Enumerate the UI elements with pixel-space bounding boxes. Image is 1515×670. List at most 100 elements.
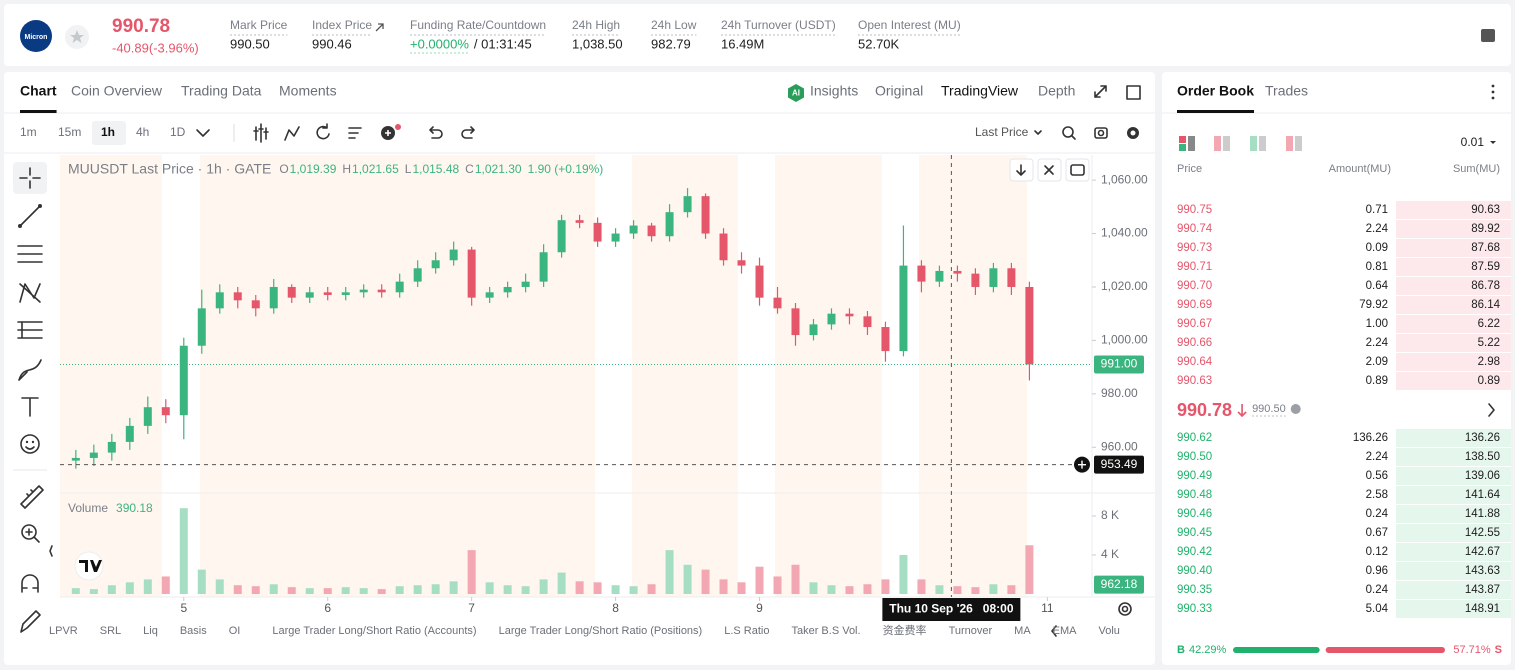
book-price[interactable]: 990.50: [1177, 451, 1212, 463]
indicator-tab[interactable]: Large Trader Long/Short Ratio (Positions…: [499, 625, 703, 637]
price-type[interactable]: Last Price: [975, 125, 1029, 139]
view-tab[interactable]: Depth: [1038, 83, 1075, 99]
candle-body: [845, 313, 854, 317]
indicator-tab[interactable]: 资金费率: [883, 623, 927, 637]
chart-tab[interactable]: Trading Data: [181, 83, 262, 99]
ohlc-value: 1,021.30: [475, 162, 522, 176]
view-tab[interactable]: Insights: [810, 83, 858, 99]
indicator-tab[interactable]: Turnover: [949, 625, 993, 637]
volume-bar: [935, 585, 944, 594]
layout-icon[interactable]: [1481, 29, 1495, 42]
book-last-price: 990.78: [1177, 400, 1232, 420]
indicator-tab[interactable]: EMA: [1053, 625, 1078, 637]
precision[interactable]: 0.01: [1461, 135, 1485, 149]
chart-buttons[interactable]: [1009, 158, 1090, 182]
chart-tab[interactable]: Chart: [20, 83, 57, 99]
volume-title: Volume: [68, 501, 108, 515]
indicator-tab[interactable]: MA: [1014, 625, 1031, 637]
book-price[interactable]: 990.73: [1177, 242, 1212, 254]
book-price[interactable]: 990.63: [1177, 375, 1212, 387]
book-price[interactable]: 990.69: [1177, 299, 1212, 311]
indicator-tab[interactable]: OI: [229, 625, 241, 637]
mark-icon: [1290, 404, 1301, 414]
book-tab[interactable]: Trades: [1265, 83, 1308, 99]
book-price[interactable]: 990.42: [1177, 546, 1212, 558]
view-tab[interactable]: Original: [875, 83, 923, 99]
book-price[interactable]: 990.48: [1177, 489, 1212, 501]
book-price[interactable]: 990.71: [1177, 261, 1212, 273]
book-amount: 0.89: [1366, 375, 1388, 387]
book-price[interactable]: 990.40: [1177, 565, 1212, 577]
volume-bar: [521, 586, 530, 594]
book-view-icons[interactable]: [1051, 136, 1496, 637]
interval[interactable]: 15m: [58, 125, 81, 139]
book-price[interactable]: 990.67: [1177, 318, 1212, 330]
y-tick-label: 1,000.00: [1101, 333, 1148, 347]
toolbar-icons[interactable]: [253, 84, 1495, 143]
indicator-tab[interactable]: LPVR: [49, 625, 78, 637]
volume-bar: [773, 576, 782, 594]
interval[interactable]: 1D: [170, 125, 186, 139]
indicator-tab[interactable]: Liq: [143, 625, 158, 637]
active-interval-bg: [92, 121, 126, 145]
book-price[interactable]: 990.74: [1177, 223, 1213, 235]
volume-bar: [143, 579, 152, 594]
candle-body: [881, 327, 890, 352]
book-price[interactable]: 990.45: [1177, 527, 1212, 539]
book-price[interactable]: 990.75: [1177, 204, 1212, 216]
insights-icon[interactable]: AI: [788, 84, 804, 102]
sell-tag: S: [1495, 644, 1502, 656]
book-sum: 0.89: [1478, 375, 1500, 387]
book-price[interactable]: 990.62: [1177, 432, 1212, 444]
interval[interactable]: 1h: [101, 125, 115, 139]
depth-bar: [1396, 315, 1511, 333]
volume-bar: [701, 569, 710, 594]
sell-ratio: 57.71%: [1453, 644, 1491, 656]
stat-value: 990.46: [312, 36, 352, 51]
book-amount: 2.24: [1366, 451, 1389, 463]
depth-bar: [1396, 467, 1511, 485]
last-price: 990.78: [112, 16, 170, 37]
book-price[interactable]: 990.70: [1177, 280, 1212, 292]
book-price[interactable]: 990.64: [1177, 356, 1213, 368]
book-sum: 141.64: [1465, 489, 1501, 501]
book-price[interactable]: 990.49: [1177, 470, 1212, 482]
indicator-tab[interactable]: SRL: [100, 625, 121, 637]
volume-bar: [557, 572, 566, 594]
indicator-tab[interactable]: Taker B.S Vol.: [791, 625, 860, 637]
book-price[interactable]: 990.35: [1177, 584, 1212, 596]
volume-bar: [755, 566, 764, 594]
drawing-tools[interactable]: [13, 162, 53, 633]
depth-bar: [1396, 600, 1511, 618]
settings-icon[interactable]: [1118, 602, 1132, 616]
depth-bar: [1396, 239, 1511, 257]
indicator-tab[interactable]: Volu: [1099, 625, 1120, 637]
candle-body: [161, 407, 170, 416]
book-price[interactable]: 990.46: [1177, 508, 1212, 520]
tradingview-logo: [74, 551, 104, 581]
chart-tab[interactable]: Coin Overview: [71, 83, 163, 99]
view-tab[interactable]: TradingView: [941, 83, 1019, 99]
x-tick-label: 6: [324, 601, 331, 615]
candle-body: [971, 273, 980, 287]
book-price[interactable]: 990.66: [1177, 337, 1212, 349]
indicator-tab[interactable]: Basis: [180, 625, 207, 637]
dropdown-arrow[interactable]: [196, 129, 210, 137]
interval[interactable]: 1m: [20, 125, 37, 139]
volume-bar: [485, 582, 494, 594]
book-tab[interactable]: Order Book: [1177, 83, 1254, 99]
chart-tab[interactable]: Moments: [279, 83, 337, 99]
candle-body: [593, 222, 602, 242]
volume-bar: [341, 587, 350, 594]
y-tick-label: 1,020.00: [1101, 279, 1148, 293]
indicator-tab[interactable]: Large Trader Long/Short Ratio (Accounts): [272, 625, 476, 637]
volume-tag-label: 962.18: [1101, 577, 1138, 591]
candle-body: [143, 407, 152, 426]
candle-body: [215, 292, 224, 309]
book-price[interactable]: 990.33: [1177, 603, 1212, 615]
volume-bar: [917, 579, 926, 594]
indicator-tab[interactable]: L.S Ratio: [724, 625, 769, 637]
interval[interactable]: 4h: [136, 125, 149, 139]
book-sum: 89.92: [1471, 223, 1500, 235]
x-tick-label: 11: [1041, 601, 1054, 615]
